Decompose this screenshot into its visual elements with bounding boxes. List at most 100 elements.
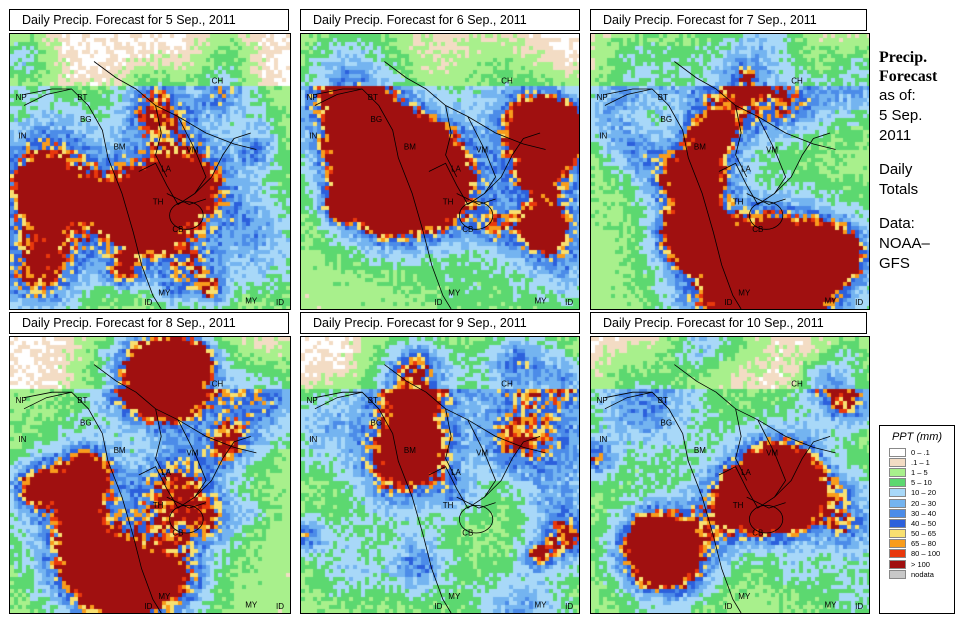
- country-label: BT: [77, 93, 87, 102]
- country-label: CB: [462, 529, 473, 538]
- country-label: BM: [404, 143, 416, 152]
- country-label: BG: [371, 115, 383, 124]
- country-label: ID: [724, 602, 732, 611]
- country-label: IN: [599, 132, 607, 141]
- boundary-line: [604, 88, 653, 95]
- precip-map: CH NP BT IN BG BM VM LA TH CB MY ID MY ID: [590, 336, 870, 614]
- country-label: NP: [16, 93, 27, 102]
- asof-text: 2011: [879, 127, 912, 144]
- legend-label: 30 – 40: [911, 508, 937, 518]
- legend-swatch: [889, 539, 906, 549]
- country-label: MY: [825, 297, 838, 306]
- precip-map: CH NP BT IN BG BM VM LA TH CB MY ID MY ID: [590, 33, 870, 310]
- country-label: NP: [307, 396, 318, 405]
- country-label: CH: [791, 380, 803, 389]
- legend-item: 5 – 10: [880, 478, 954, 488]
- country-label: CB: [462, 225, 473, 234]
- data-source-text: NOAA–: [879, 235, 930, 252]
- precip-grid: [591, 337, 869, 613]
- precip-map: CH NP BT IN BG BM VM LA TH CB MY ID MY ID: [9, 336, 291, 614]
- heading-line: Forecast: [879, 68, 938, 85]
- legend-item: > 100: [880, 559, 954, 569]
- forecast-info: Precip. Forecast as of: 5 Sep. 2011 Dail…: [879, 48, 963, 274]
- boundary-line: [746, 496, 786, 509]
- country-overlay: CH NP BT IN BG BM VM LA TH CB MY ID MY ID: [307, 364, 573, 613]
- boundary-line: [757, 419, 787, 498]
- boundary-line: [155, 105, 168, 178]
- country-label: CH: [212, 380, 224, 389]
- country-label: ID: [434, 602, 442, 611]
- country-label: LA: [161, 165, 171, 174]
- country-label: VM: [476, 449, 488, 458]
- country-label: MY: [158, 288, 171, 297]
- boundary-line: [23, 88, 72, 95]
- country-label: IN: [18, 132, 26, 141]
- precip-map: CH NP BT IN BG BM VM LA TH CB MY ID MY ID: [300, 33, 580, 310]
- country-label: MY: [245, 297, 258, 306]
- boundary-line: [169, 504, 204, 534]
- boundary-line: [746, 193, 786, 205]
- boundary-line: [467, 116, 497, 194]
- panel-title: Daily Precip. Forecast for 7 Sep., 2011: [590, 9, 867, 31]
- country-label: BM: [404, 446, 416, 455]
- country-overlay: CH NP BT IN BG BM VM LA TH CB MY ID MY ID: [597, 364, 863, 613]
- legend-item: 20 – 30: [880, 498, 954, 508]
- boundary-line: [177, 116, 207, 194]
- boundary-line: [314, 391, 363, 399]
- precip-grid: [10, 337, 290, 613]
- country-label: CH: [791, 77, 803, 86]
- legend-label: 40 – 50: [911, 518, 937, 528]
- boundary-line: [384, 61, 546, 150]
- country-label: ID: [855, 298, 863, 307]
- legend-swatch: [889, 467, 906, 477]
- precip-grid: [591, 34, 869, 309]
- legend-label: 20 – 30: [911, 498, 937, 508]
- country-label: ID: [276, 298, 284, 307]
- legend-swatch: [889, 508, 906, 518]
- country-label: ID: [724, 298, 732, 307]
- country-label: TH: [153, 501, 164, 510]
- boundary-line: [467, 419, 497, 498]
- country-label: BM: [114, 446, 126, 455]
- legend-label: 65 – 80: [911, 539, 937, 549]
- boundary-line: [456, 193, 496, 205]
- country-label: VM: [186, 449, 198, 458]
- boundary-line: [604, 391, 653, 399]
- precip-map: CH NP BT IN BG BM VM LA TH CB MY ID MY ID: [300, 336, 580, 614]
- country-label: ID: [144, 602, 152, 611]
- country-label: LA: [451, 165, 461, 174]
- legend-swatch: [889, 488, 906, 498]
- boundary-line: [735, 105, 748, 178]
- country-label: NP: [307, 93, 318, 102]
- country-label: MY: [448, 592, 461, 601]
- precip-grid: [301, 337, 579, 613]
- country-label: MY: [825, 601, 838, 610]
- country-label: BG: [371, 418, 383, 427]
- boundary-line: [23, 391, 162, 613]
- country-label: ID: [565, 298, 573, 307]
- legend-label: 10 – 20: [911, 488, 937, 498]
- country-label: TH: [443, 198, 454, 207]
- boundary-line: [445, 408, 458, 481]
- legend-swatch: [889, 498, 906, 508]
- asof-text: as of:: [879, 87, 916, 104]
- legend-swatch: [889, 529, 906, 539]
- country-label: MY: [738, 592, 751, 601]
- legend-swatch: [889, 447, 906, 457]
- country-label: BT: [77, 396, 87, 405]
- legend-label: 80 – 100: [911, 549, 941, 559]
- legend-label: 0 – .1: [911, 447, 930, 457]
- legend-item: 10 – 20: [880, 488, 954, 498]
- panel-title: Daily Precip. Forecast for 9 Sep., 2011: [300, 312, 580, 334]
- legend-label: .1 – 1: [911, 457, 930, 467]
- legend-swatch: [889, 549, 906, 559]
- country-label: MY: [448, 288, 461, 297]
- country-label: BT: [368, 396, 378, 405]
- totals-text: Totals: [879, 181, 919, 198]
- country-label: BG: [661, 418, 673, 427]
- country-label: LA: [741, 165, 751, 174]
- country-overlay: CH NP BT IN BG BM VM LA TH CB MY ID MY ID: [597, 61, 863, 309]
- boundary-line: [674, 61, 836, 150]
- country-label: BT: [658, 93, 668, 102]
- country-overlay: CH NP BT IN BG BM VM LA TH CB MY ID MY ID: [16, 364, 284, 613]
